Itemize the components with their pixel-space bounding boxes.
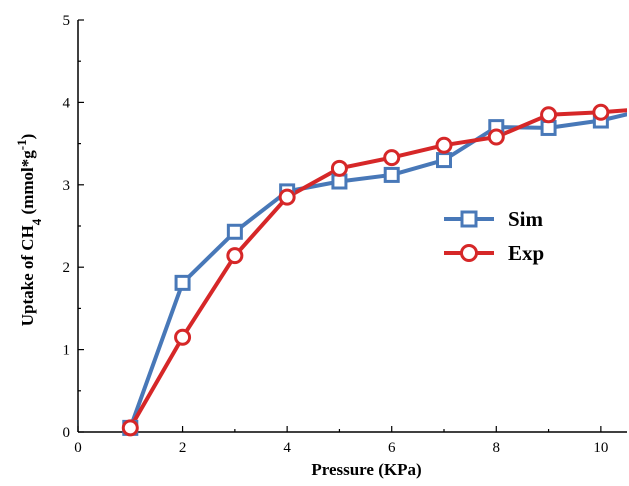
sim-data-point xyxy=(436,152,452,169)
sim-data-point xyxy=(174,274,191,291)
y-tick-label: 2 xyxy=(63,260,71,276)
y-tick-label: 0 xyxy=(63,425,71,441)
exp-legend-label: Exp xyxy=(508,241,544,265)
sim-data-point xyxy=(226,223,243,240)
x-tick-label: 0 xyxy=(74,440,82,456)
y-axis-title: Uptake of CH4 (mmol*g-1) xyxy=(14,134,44,327)
sim-data-point xyxy=(383,166,400,183)
legend: Sim Exp xyxy=(444,207,544,265)
y-tick-label: 1 xyxy=(63,343,71,359)
exp-data-point xyxy=(226,247,244,265)
x-tick-label: 6 xyxy=(388,440,396,456)
sim-data-point xyxy=(540,119,557,136)
exp-data-point xyxy=(592,103,610,121)
x-tick-label: 8 xyxy=(493,440,501,456)
exp-data-point xyxy=(330,159,348,177)
sim-data-point xyxy=(331,173,348,190)
x-tick-label: 4 xyxy=(283,440,291,456)
y-tick-label: 3 xyxy=(63,178,71,194)
sim-legend-label: Sim xyxy=(508,207,544,231)
y-axis-title-close: ) xyxy=(18,134,37,140)
sim-legend-marker xyxy=(460,210,478,228)
exp-data-point xyxy=(487,128,505,146)
exp-data-point xyxy=(540,106,558,124)
y-tick-label: 5 xyxy=(63,13,71,29)
exp-legend-marker xyxy=(460,244,478,262)
exp-data-point xyxy=(174,328,192,346)
exp-data-point xyxy=(383,149,401,167)
y-axis-title-prefix: Uptake of CH xyxy=(18,225,37,326)
series-layer xyxy=(128,108,627,429)
y-axis-title-superscript: -1 xyxy=(14,139,29,150)
y-tick-label: 4 xyxy=(63,95,71,111)
exp-data-point xyxy=(278,188,296,206)
exp-data-point xyxy=(435,136,453,154)
y-axis-title-subscript: 4 xyxy=(29,218,44,225)
y-axis-title-unit: (mmol*g xyxy=(18,150,37,219)
marker-layer xyxy=(121,103,610,437)
x-tick-label: 10 xyxy=(593,440,608,456)
sim-series-line xyxy=(128,112,627,429)
exp-data-point xyxy=(121,419,139,437)
exp-series-line xyxy=(128,108,627,429)
x-tick-label: 2 xyxy=(179,440,187,456)
x-axis-title: Pressure (KPa) xyxy=(311,460,421,479)
axes: 0 1 2 3 4 5 0 2 4 6 8 10 xyxy=(63,13,627,456)
